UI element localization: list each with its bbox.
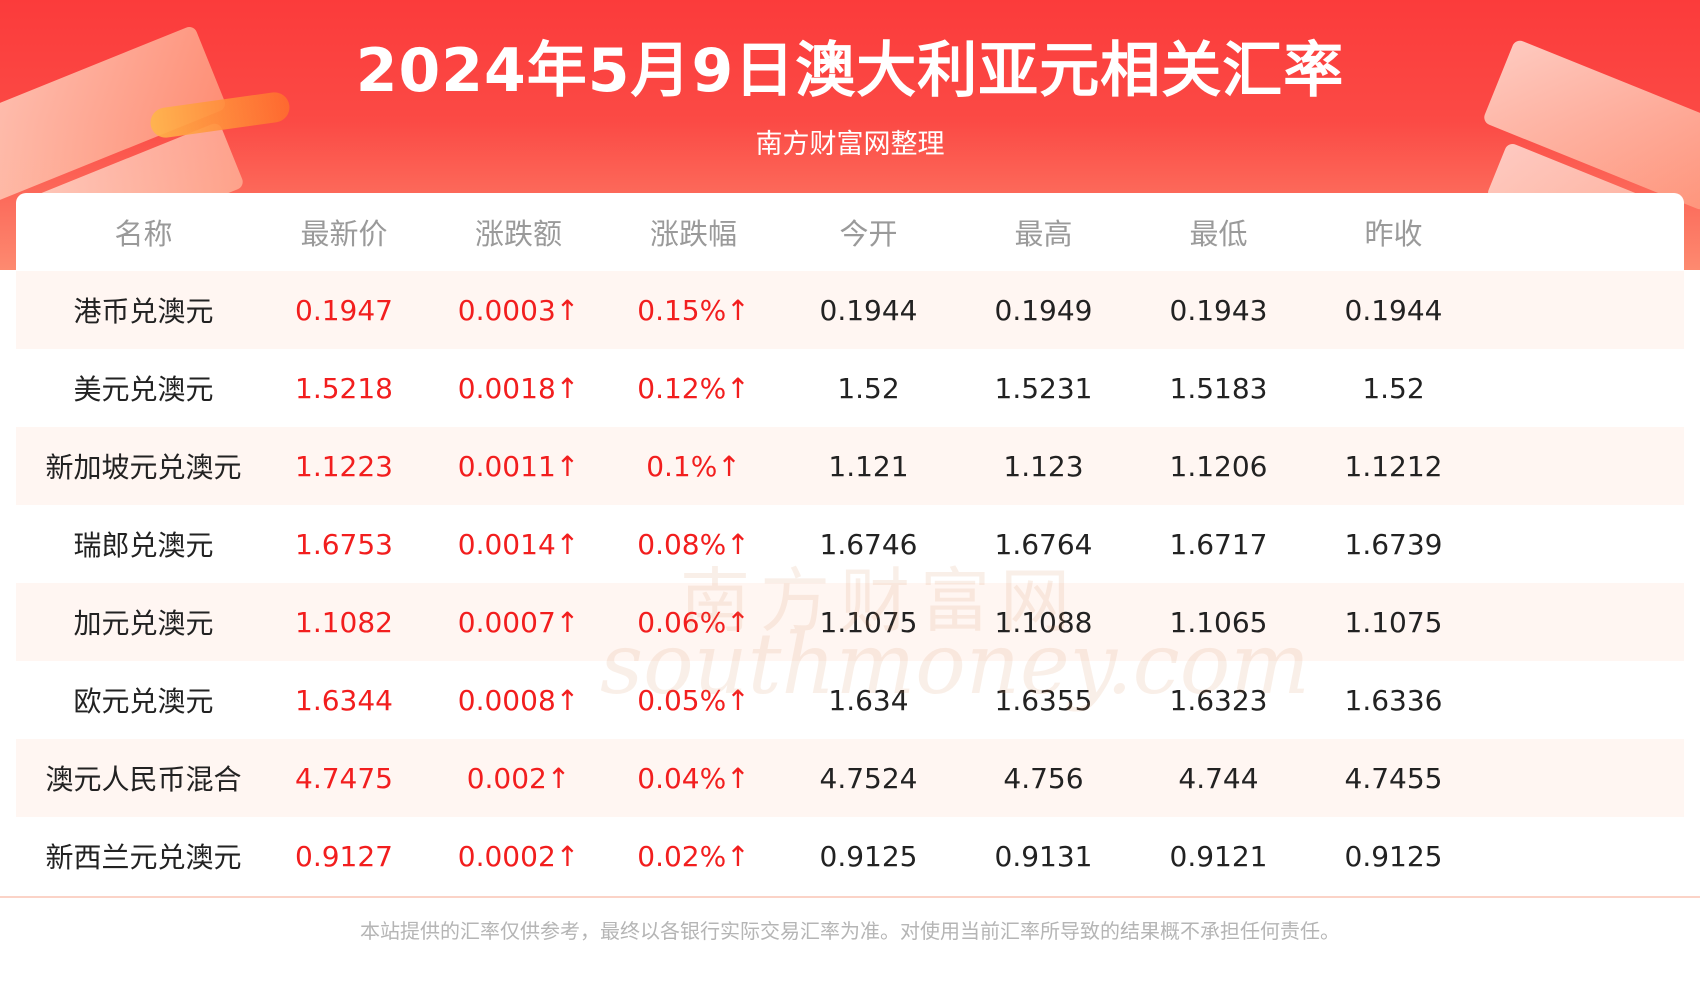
change-percent: 0.15%↑ xyxy=(637,293,750,327)
high-price: 1.5231 xyxy=(994,371,1093,405)
open-price: 0.9125 xyxy=(819,839,918,873)
table-row: 港币兑澳元 0.1947 0.0003↑ 0.15%↑ 0.1944 0.194… xyxy=(16,271,1684,349)
rate-name: 新加坡元兑澳元 xyxy=(45,451,242,484)
column-header-latest: 最新价 xyxy=(300,217,388,251)
open-price: 1.6746 xyxy=(819,527,918,561)
column-header-prev: 昨收 xyxy=(1364,217,1423,251)
open-price: 1.121 xyxy=(828,449,909,483)
open-price: 1.1075 xyxy=(819,605,918,639)
high-price: 1.123 xyxy=(1003,449,1084,483)
change-amount: 0.002↑ xyxy=(466,761,571,795)
prev-close: 4.7455 xyxy=(1344,761,1443,795)
latest-price: 1.6753 xyxy=(295,527,393,561)
low-price: 1.6717 xyxy=(1169,527,1268,561)
change-amount: 0.0014↑ xyxy=(457,527,580,561)
low-price: 1.6323 xyxy=(1169,683,1268,717)
change-amount: 0.0002↑ xyxy=(457,839,580,873)
rate-name: 瑞郎兑澳元 xyxy=(73,529,214,562)
high-price: 4.756 xyxy=(1003,761,1084,795)
rate-name: 欧元兑澳元 xyxy=(73,685,214,718)
rate-name: 新西兰元兑澳元 xyxy=(45,841,242,874)
latest-price: 1.1082 xyxy=(295,605,393,639)
low-price: 0.9121 xyxy=(1169,839,1268,873)
table-row: 瑞郎兑澳元 1.6753 0.0014↑ 0.08%↑ 1.6746 1.676… xyxy=(16,505,1684,583)
column-header-pct: 涨跌幅 xyxy=(649,217,737,251)
low-price: 1.1065 xyxy=(1169,605,1268,639)
change-percent: 0.05%↑ xyxy=(637,683,750,717)
prev-close: 0.1944 xyxy=(1344,293,1443,327)
prev-close: 1.6336 xyxy=(1344,683,1443,717)
prev-close: 1.52 xyxy=(1362,371,1425,405)
prev-close: 1.1212 xyxy=(1344,449,1443,483)
change-amount: 0.0007↑ xyxy=(457,605,580,639)
change-amount: 0.0003↑ xyxy=(457,293,580,327)
page-subtitle: 南方财富网整理 xyxy=(755,129,945,160)
high-price: 1.6355 xyxy=(994,683,1093,717)
latest-price: 0.1947 xyxy=(295,293,393,327)
page-title: 2024年5月9日澳大利亚元相关汇率 xyxy=(355,36,1345,106)
change-percent: 0.12%↑ xyxy=(637,371,750,405)
latest-price: 4.7475 xyxy=(295,761,393,795)
open-price: 0.1944 xyxy=(819,293,918,327)
footer-divider xyxy=(0,896,1700,898)
footer-disclaimer: 本站提供的汇率仅供参考，最终以各银行实际交易汇率为准。对使用当前汇率所导致的结果… xyxy=(360,919,1340,943)
latest-price: 1.5218 xyxy=(295,371,393,405)
open-price: 1.634 xyxy=(828,683,909,717)
table-row: 新加坡元兑澳元 1.1223 0.0011↑ 0.1%↑ 1.121 1.123… xyxy=(16,427,1684,505)
latest-price: 0.9127 xyxy=(295,839,393,873)
low-price: 4.744 xyxy=(1178,761,1259,795)
table-row: 欧元兑澳元 1.6344 0.0008↑ 0.05%↑ 1.634 1.6355… xyxy=(16,661,1684,739)
change-percent: 0.06%↑ xyxy=(637,605,750,639)
change-amount: 0.0008↑ xyxy=(457,683,580,717)
high-price: 1.1088 xyxy=(994,605,1093,639)
low-price: 1.1206 xyxy=(1169,449,1268,483)
column-header-change: 涨跌额 xyxy=(474,217,562,251)
prev-close: 1.6739 xyxy=(1344,527,1443,561)
column-header-name: 名称 xyxy=(114,217,173,251)
table-header-row: 名称 最新价 涨跌额 涨跌幅 今开 最高 最低 昨收 xyxy=(16,193,1684,271)
change-amount: 0.0018↑ xyxy=(457,371,580,405)
table-row: 新西兰元兑澳元 0.9127 0.0002↑ 0.02%↑ 0.9125 0.9… xyxy=(16,817,1684,895)
rate-name: 美元兑澳元 xyxy=(73,373,214,406)
change-percent: 0.1%↑ xyxy=(646,449,741,483)
prev-close: 0.9125 xyxy=(1344,839,1443,873)
change-percent: 0.04%↑ xyxy=(637,761,750,795)
latest-price: 1.6344 xyxy=(295,683,393,717)
high-price: 0.9131 xyxy=(994,839,1093,873)
rate-name: 澳元人民币混合 xyxy=(45,763,242,796)
low-price: 0.1943 xyxy=(1169,293,1268,327)
table-row: 澳元人民币混合 4.7475 0.002↑ 0.04%↑ 4.7524 4.75… xyxy=(16,739,1684,817)
open-price: 1.52 xyxy=(837,371,900,405)
rate-table: 名称 最新价 涨跌额 涨跌幅 今开 最高 最低 昨收 港币兑澳元 0.1947 … xyxy=(16,193,1684,893)
column-header-low: 最低 xyxy=(1189,217,1248,251)
rate-name: 港币兑澳元 xyxy=(73,295,214,328)
low-price: 1.5183 xyxy=(1169,371,1268,405)
change-percent: 0.02%↑ xyxy=(637,839,750,873)
open-price: 4.7524 xyxy=(819,761,918,795)
high-price: 1.6764 xyxy=(994,527,1093,561)
high-price: 0.1949 xyxy=(994,293,1093,327)
column-header-open: 今开 xyxy=(839,217,898,251)
latest-price: 1.1223 xyxy=(295,449,393,483)
table-row: 美元兑澳元 1.5218 0.0018↑ 0.12%↑ 1.52 1.5231 … xyxy=(16,349,1684,427)
change-percent: 0.08%↑ xyxy=(637,527,750,561)
prev-close: 1.1075 xyxy=(1344,605,1443,639)
table-row: 加元兑澳元 1.1082 0.0007↑ 0.06%↑ 1.1075 1.108… xyxy=(16,583,1684,661)
rate-name: 加元兑澳元 xyxy=(73,607,214,640)
column-header-high: 最高 xyxy=(1014,217,1073,251)
change-amount: 0.0011↑ xyxy=(457,449,580,483)
